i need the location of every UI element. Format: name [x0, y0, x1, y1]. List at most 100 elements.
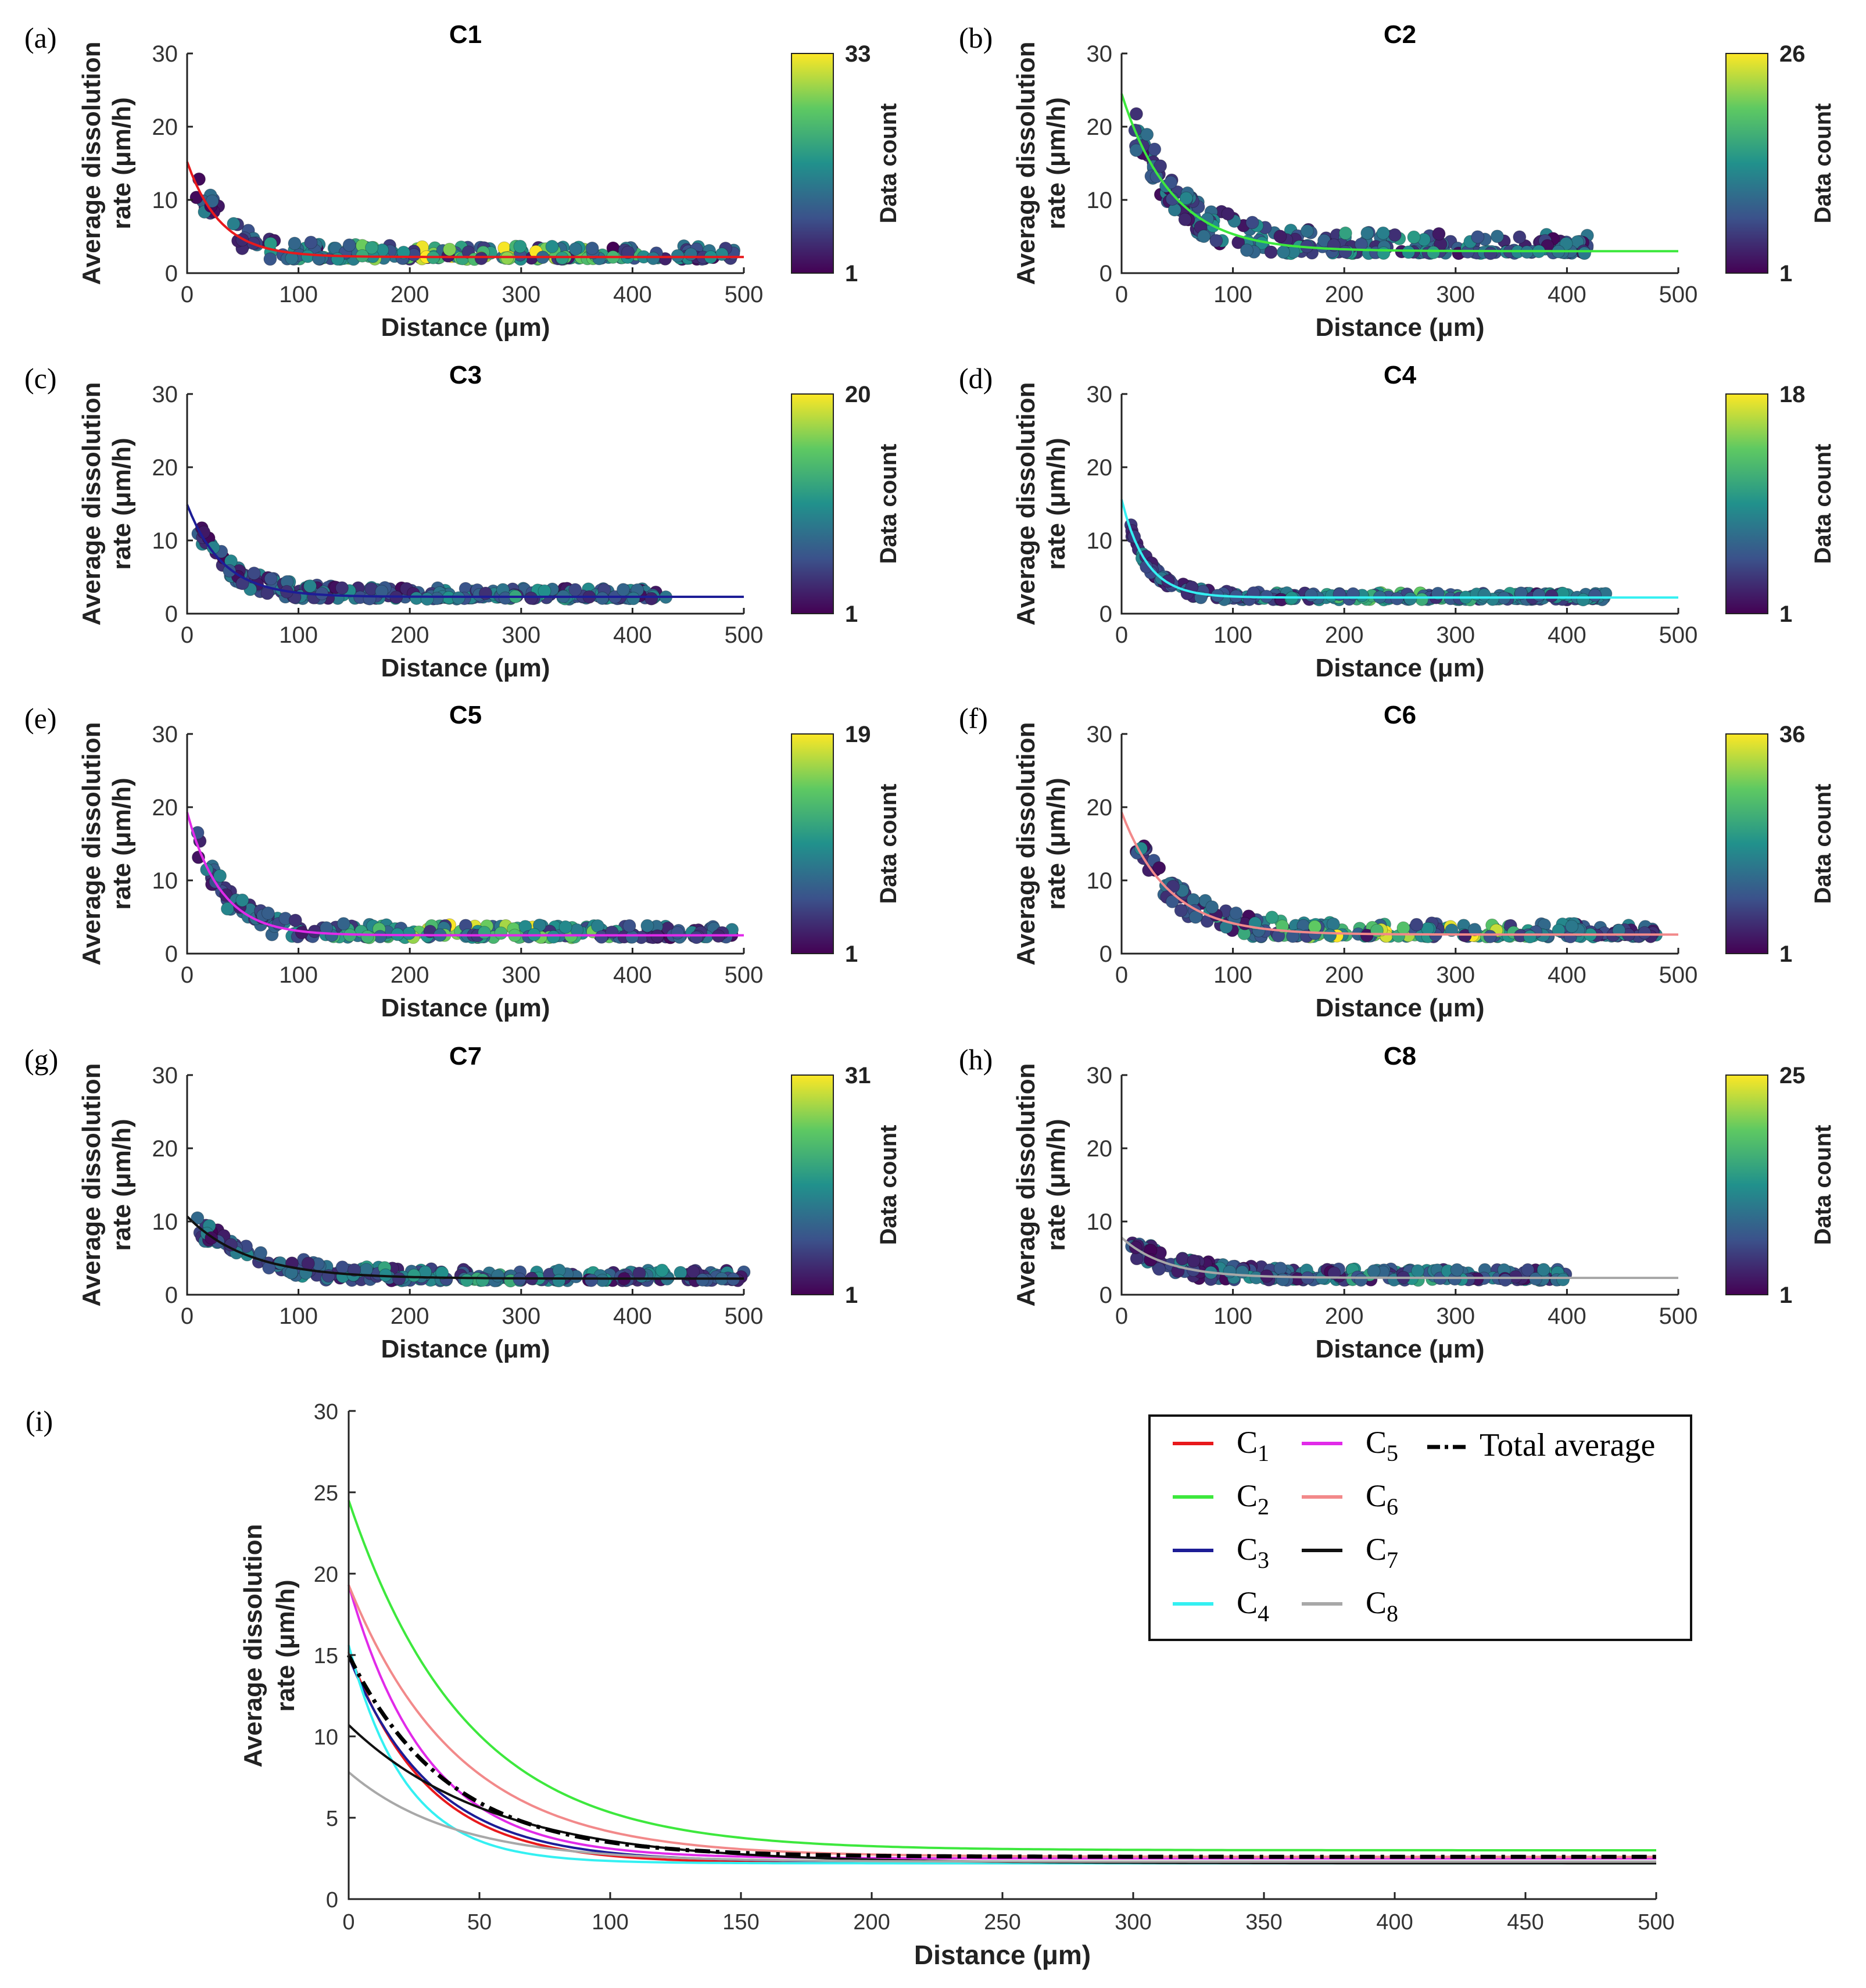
- x-tick-label: 500: [725, 962, 764, 988]
- scatter-point: [1187, 1254, 1201, 1268]
- scatter-point: [1338, 245, 1352, 259]
- x-tick-label: 400: [1376, 1910, 1413, 1935]
- legend-label-name: C: [1366, 1425, 1387, 1460]
- panel-c8: (h) C8 0 100 200 300 400 500 0 10 20 30 Distance (μm…: [959, 1042, 1836, 1363]
- y-tick-label: 25: [314, 1481, 338, 1506]
- x-tick-label: 500: [1659, 962, 1698, 988]
- panel-label: (c): [24, 362, 57, 395]
- legend-label-sub: 1: [1258, 1440, 1269, 1466]
- scatter-point: [1407, 230, 1421, 244]
- x-tick-label: 300: [1436, 1303, 1475, 1329]
- scatter-point: [1514, 586, 1528, 600]
- panel-c1: (a) C1 0 100 200 300 400 500 0 10 20 30 Distance (μm…: [24, 20, 901, 342]
- fit-line: [1120, 499, 1678, 599]
- legend-label: Total average: [1480, 1427, 1655, 1463]
- x-tick-label: 300: [502, 962, 540, 988]
- series-line-c1: [348, 1651, 1656, 1865]
- x-tick-label: 350: [1245, 1910, 1282, 1935]
- scatter-point: [1388, 228, 1402, 242]
- scatter-point: [1140, 128, 1154, 141]
- scatter-point: [625, 930, 639, 944]
- scatter-point: [392, 1272, 406, 1286]
- scatter-point: [335, 1260, 349, 1274]
- colorbar-label: Data count: [876, 784, 901, 904]
- x-axis-label: Distance (μm): [381, 994, 550, 1022]
- scatter-point: [1427, 246, 1441, 259]
- scatter-point: [684, 248, 698, 262]
- x-tick-label: 400: [613, 962, 652, 988]
- scatter-point: [1415, 593, 1429, 606]
- x-tick-label: 200: [1325, 282, 1364, 307]
- panel-label: (h): [959, 1043, 993, 1076]
- colorbar-label: Data count: [876, 1125, 901, 1245]
- x-axis-label: Distance (μm): [1316, 1335, 1485, 1363]
- x-tick-label: 200: [391, 962, 429, 988]
- scatter-point: [617, 583, 630, 597]
- colorbar-min: 1: [845, 1283, 858, 1308]
- y-tick-label: 20: [1087, 1136, 1113, 1162]
- scatter-point: [622, 919, 636, 933]
- scatter-point: [1304, 588, 1318, 602]
- x-tick-label: 100: [1213, 282, 1252, 307]
- scatter-point: [1154, 159, 1167, 173]
- scatter-point: [420, 592, 434, 606]
- scatter-point: [644, 592, 658, 606]
- scatter-point: [1588, 588, 1602, 602]
- x-tick-label: 500: [725, 622, 764, 648]
- y-tick-label: 20: [1087, 795, 1113, 821]
- panel-label: (f): [959, 702, 988, 735]
- scatter-point: [1638, 926, 1652, 940]
- x-axis-label: Distance (μm): [1316, 654, 1485, 682]
- scatter-point: [402, 926, 416, 940]
- scatter-point: [568, 583, 582, 597]
- scatter-point: [1537, 1263, 1550, 1277]
- scatter-point: [336, 917, 350, 931]
- colorbar-max: 26: [1779, 41, 1806, 67]
- colorbar-label: Data count: [1810, 1125, 1836, 1245]
- y-tick-label: 0: [165, 1283, 178, 1308]
- x-tick-label: 500: [1659, 622, 1698, 648]
- y-axis-label: Average dissolution: [1012, 722, 1040, 966]
- colorbar-max: 36: [1779, 722, 1806, 747]
- scatter-point: [1178, 213, 1192, 227]
- x-tick-label: 500: [725, 282, 764, 307]
- scatter-point: [491, 1269, 505, 1283]
- scatter-point: [1354, 1273, 1368, 1287]
- y-tick-label: 20: [1087, 114, 1113, 140]
- x-tick-label: 100: [279, 1303, 318, 1329]
- scatter-point: [1273, 1262, 1287, 1276]
- colorbar-label: Data count: [876, 103, 901, 224]
- scatter-point: [1240, 243, 1253, 257]
- y-tick-label: 20: [152, 114, 178, 140]
- scatter-points: [191, 521, 673, 606]
- scatter-point: [1152, 861, 1166, 875]
- scatter-point: [1300, 224, 1314, 238]
- x-tick-label: 500: [1638, 1910, 1674, 1935]
- total-average-line: [346, 1654, 1656, 1859]
- colorbar-min: 1: [845, 601, 858, 627]
- scatter-point: [646, 252, 660, 266]
- scatter-point: [1471, 230, 1485, 244]
- scatter-point: [478, 926, 491, 940]
- legend-label-sub: 5: [1387, 1440, 1398, 1466]
- y-tick-label: 5: [326, 1807, 338, 1831]
- panel-title: C5: [449, 701, 482, 729]
- x-tick-label: 100: [592, 1910, 628, 1935]
- panel-c6: (f) C6 0 100 200 300 400 500 0 10 20 30 Distance (μm…: [959, 701, 1836, 1022]
- panel-title: C3: [449, 361, 482, 389]
- scatter-point: [1545, 589, 1559, 603]
- fit-line: [186, 161, 744, 259]
- scatter-point: [1209, 234, 1223, 248]
- x-tick-label: 0: [342, 1910, 354, 1935]
- x-tick-label: 0: [181, 282, 194, 307]
- scatter-point: [1129, 107, 1143, 121]
- scatter-point: [1205, 900, 1219, 914]
- x-tick-label: 0: [1115, 282, 1128, 307]
- panel-c7: (g) C7 0 100 200 300 400 500 0 10 20 30 Distance (μm…: [24, 1042, 901, 1363]
- scatter-point: [626, 592, 640, 606]
- x-tick-label: 400: [613, 282, 652, 307]
- scatter-point: [407, 1269, 421, 1283]
- x-tick-label: 200: [391, 622, 429, 648]
- scatter-point: [1483, 930, 1497, 944]
